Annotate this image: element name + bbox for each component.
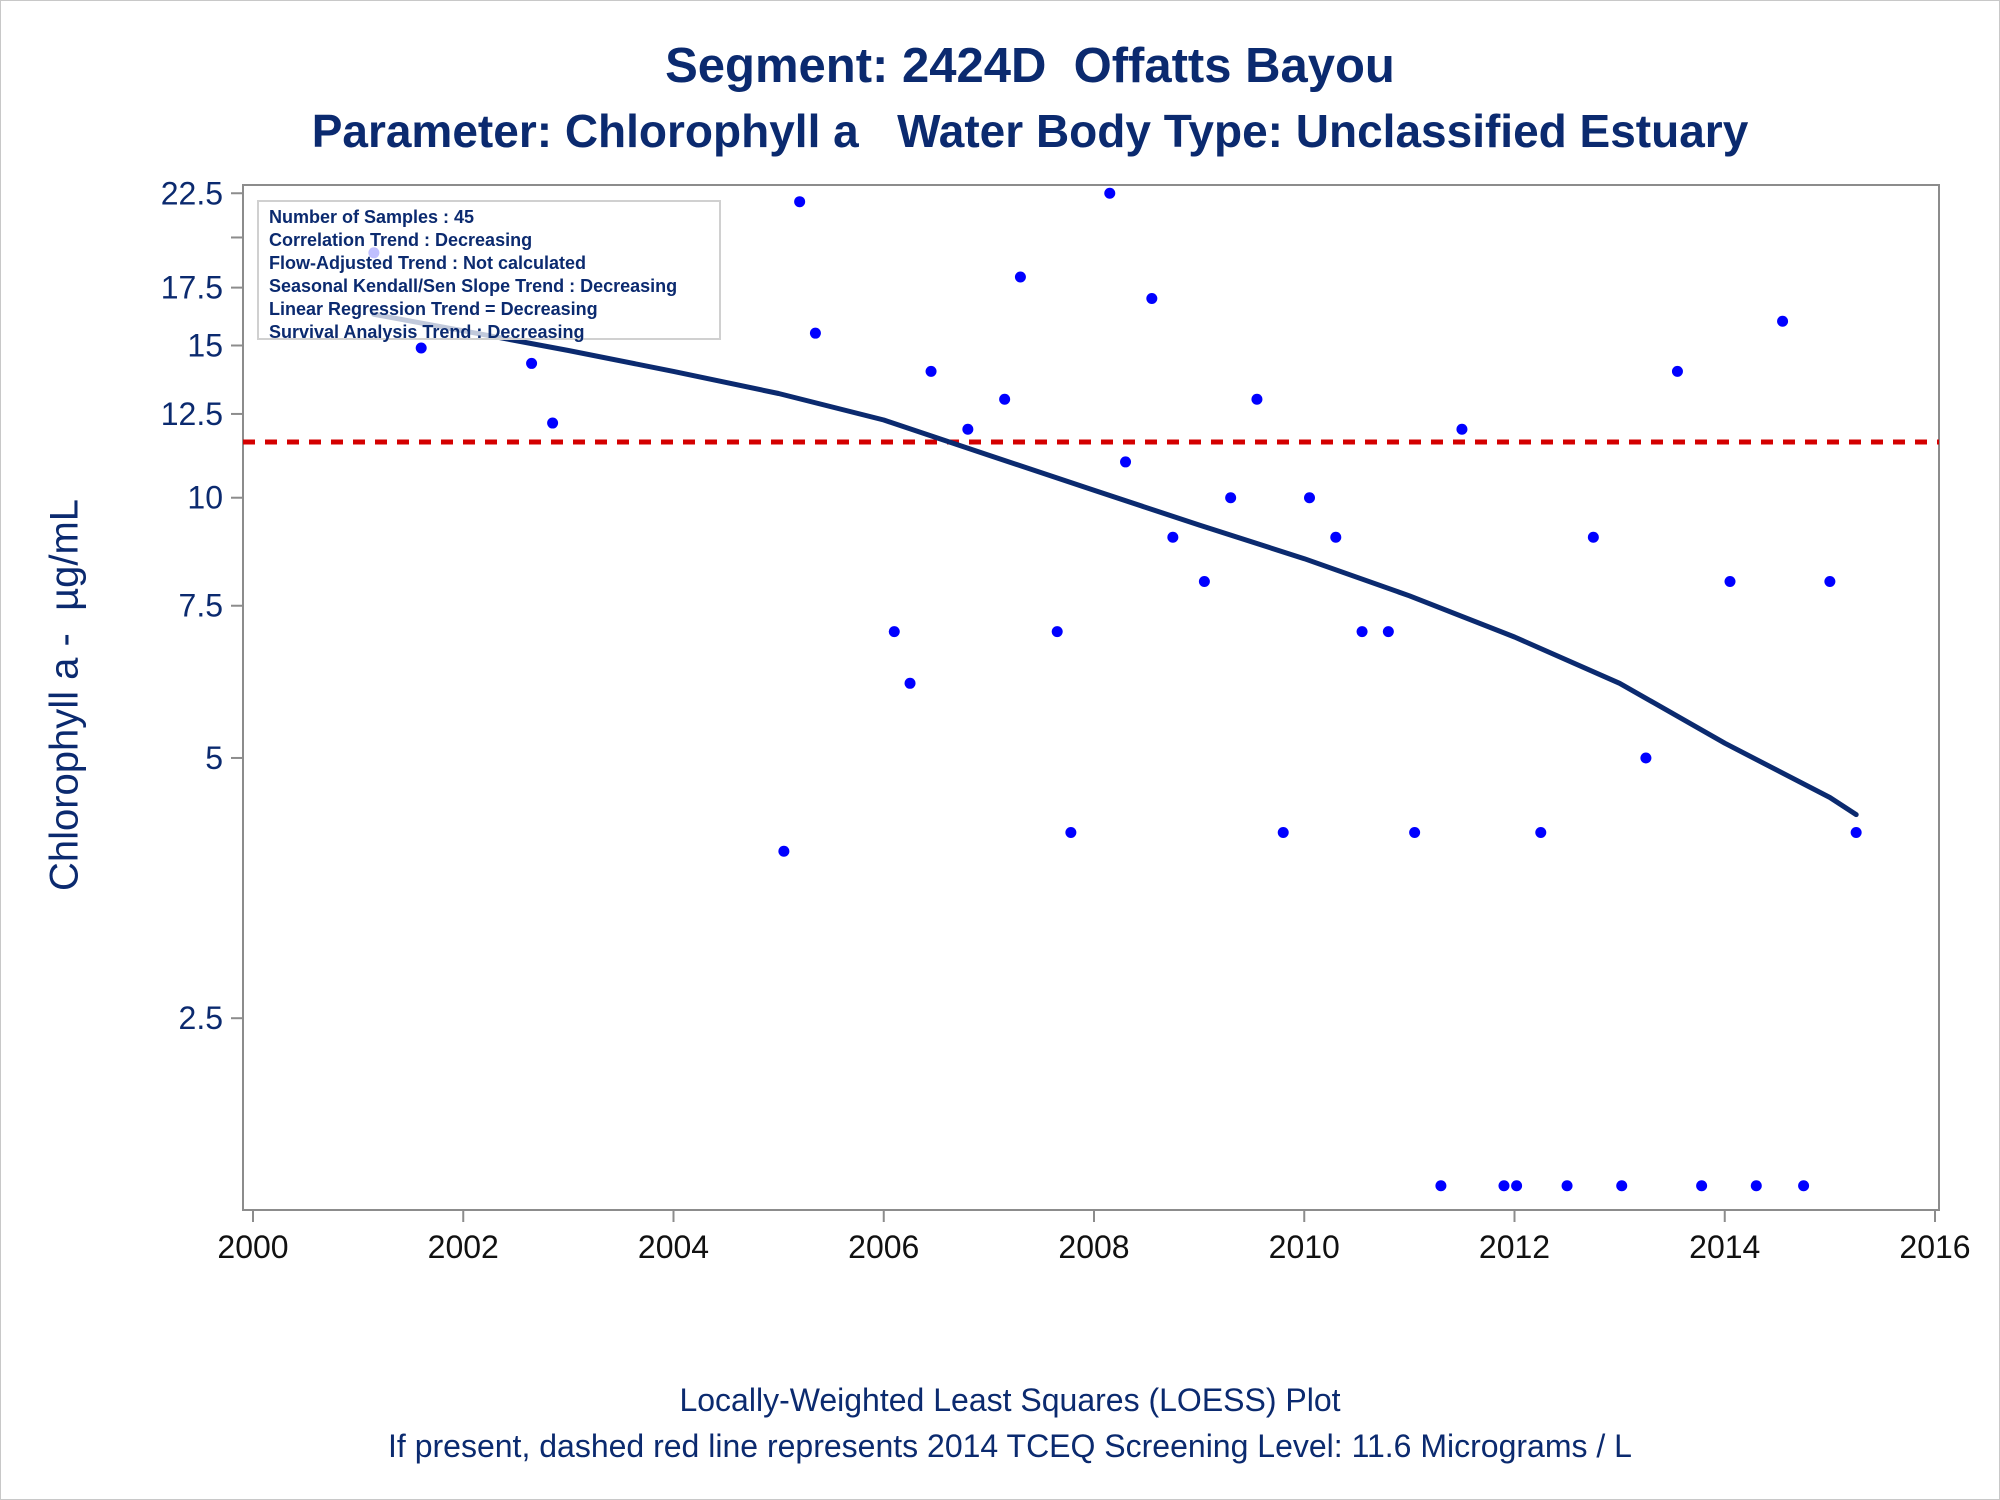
footnote-method: Locally-Weighted Least Squares (LOESS) P… — [679, 1382, 1341, 1418]
data-point — [999, 393, 1011, 405]
data-point — [415, 342, 427, 354]
y-tick-label: 2.5 — [179, 1000, 223, 1036]
y-axis-label: Chlorophyll a - µg/mL — [42, 498, 87, 892]
data-point — [778, 845, 790, 857]
data-point — [1382, 626, 1394, 638]
data-point — [1640, 752, 1652, 764]
info-correlation-trend: Correlation Trend : Decreasing — [269, 230, 533, 250]
info-flow-adjusted-trend: Flow-Adjusted Trend : Not calculated — [269, 253, 587, 273]
chart-subtitle: Parameter: Chlorophyll a Water Body Type… — [311, 105, 1749, 157]
data-point — [1330, 531, 1342, 543]
data-point — [1120, 456, 1132, 468]
data-point — [1777, 315, 1789, 327]
data-point — [1535, 826, 1547, 838]
data-point — [1225, 492, 1237, 504]
data-point — [1696, 1180, 1708, 1192]
data-point — [1616, 1180, 1628, 1192]
data-point — [1014, 271, 1026, 283]
info-survival-analysis-trend: Survival Analysis Trend : Decreasing — [269, 322, 585, 342]
info-seasonal-kendall-trend: Seasonal Kendall/Sen Slope Trend : Decre… — [269, 276, 678, 296]
data-point — [1435, 1180, 1447, 1192]
x-tick-label: 2004 — [638, 1229, 709, 1265]
loess-layer — [371, 311, 1859, 818]
axes: 2000 2002 2004 2006 2008 2010 2012 2014 2016 2.5 5… — [161, 175, 1971, 1265]
loess-curve — [371, 311, 1859, 818]
x-tick-label: 2008 — [1058, 1229, 1129, 1265]
data-point — [1167, 531, 1179, 543]
x-tick-label: 2000 — [217, 1229, 288, 1265]
data-point — [925, 365, 937, 377]
data-point — [1146, 292, 1158, 304]
data-point — [1798, 1180, 1810, 1192]
x-tick-label: 2002 — [428, 1229, 499, 1265]
data-point — [1409, 826, 1421, 838]
data-point — [1511, 1180, 1523, 1192]
data-point — [1824, 575, 1836, 587]
plot-area-border — [242, 184, 1940, 1211]
y-tick-label: 22.5 — [161, 175, 223, 211]
y-tick-label: 10 — [187, 480, 223, 516]
data-point — [1750, 1180, 1762, 1192]
data-point — [1251, 393, 1263, 405]
y-tick-label: 7.5 — [179, 588, 223, 624]
footnote-screening-level: If present, dashed red line represents 2… — [388, 1428, 1632, 1464]
data-point — [1724, 575, 1736, 587]
data-point — [962, 423, 974, 435]
data-point — [1498, 1180, 1510, 1192]
data-point — [794, 196, 806, 208]
data-point — [1198, 575, 1210, 587]
chart-title: Segment: 2424D Offatts Bayou — [665, 39, 1395, 93]
data-point — [1456, 423, 1468, 435]
x-tick-label: 2010 — [1269, 1229, 1340, 1265]
data-point — [1051, 626, 1063, 638]
data-point — [1587, 531, 1599, 543]
data-point — [1356, 626, 1368, 638]
info-samples: Number of Samples : 45 — [269, 207, 475, 227]
data-point — [1850, 826, 1862, 838]
y-tick-label: 17.5 — [161, 270, 223, 306]
trend-info-box: Number of Samples : 45 Correlation Trend… — [257, 200, 721, 342]
x-tick-label: 2016 — [1899, 1229, 1970, 1265]
data-point — [1277, 826, 1289, 838]
x-tick-label: 2014 — [1689, 1229, 1760, 1265]
y-tick-label: 12.5 — [161, 396, 223, 432]
y-tick-label: 5 — [205, 740, 223, 776]
data-point — [1104, 187, 1116, 199]
data-point — [888, 626, 900, 638]
data-point — [809, 327, 821, 339]
data-point — [1304, 492, 1316, 504]
data-point — [1671, 365, 1683, 377]
data-point — [1561, 1180, 1573, 1192]
data-point — [547, 417, 559, 429]
data-point — [904, 677, 916, 689]
y-tick-label: 15 — [187, 327, 223, 363]
x-tick-label: 2006 — [848, 1229, 919, 1265]
x-tick-label: 2012 — [1479, 1229, 1550, 1265]
data-point — [1065, 826, 1077, 838]
data-points — [368, 187, 1862, 1192]
data-point — [526, 357, 538, 369]
info-linear-regression-trend: Linear Regression Trend = Decreasing — [269, 299, 598, 319]
